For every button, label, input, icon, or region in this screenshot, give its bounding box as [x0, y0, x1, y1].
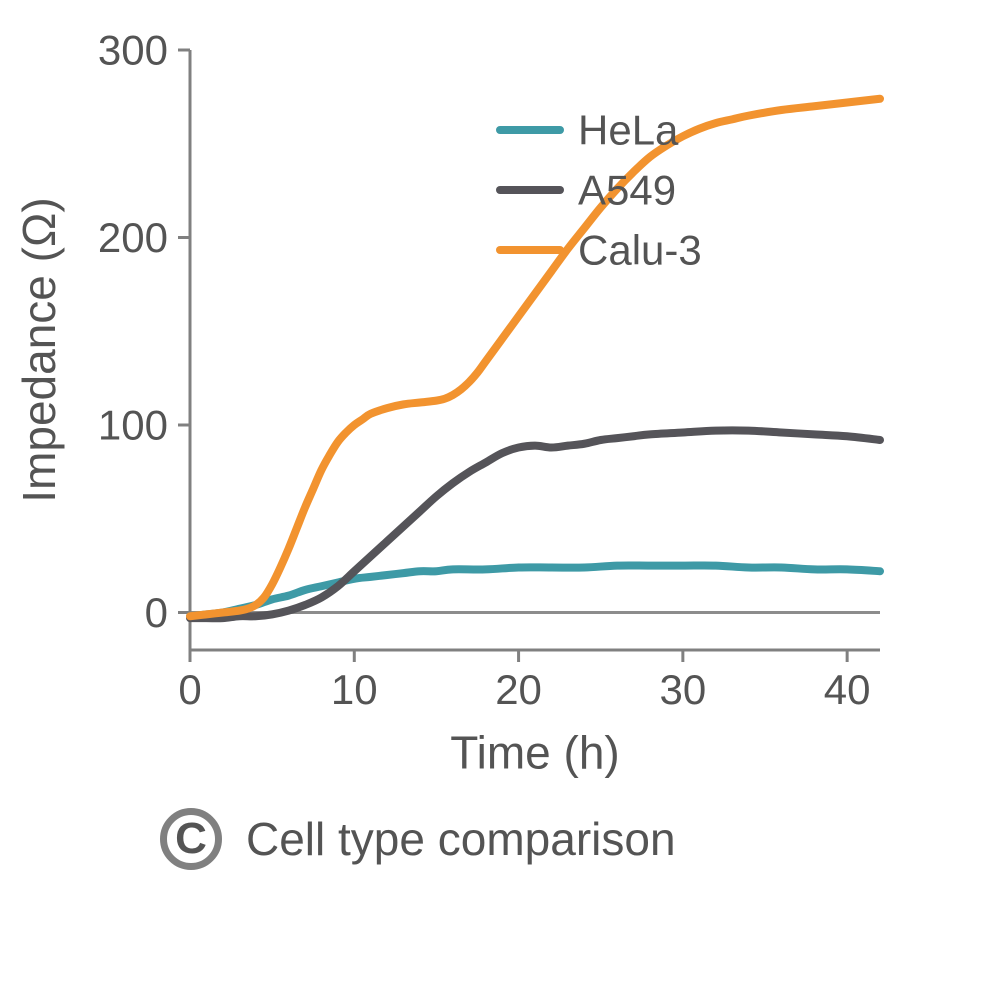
- x-tick-label: 40: [824, 666, 871, 713]
- y-tick-label: 200: [98, 214, 168, 261]
- panel-caption: C Cell type comparison: [160, 808, 676, 870]
- x-tick-label: 20: [495, 666, 542, 713]
- x-tick-label: 10: [331, 666, 378, 713]
- series-line-calu-3: [190, 99, 880, 617]
- y-tick-label: 0: [145, 589, 168, 636]
- x-tick-label: 0: [178, 666, 201, 713]
- legend-label: HeLa: [578, 107, 679, 154]
- panel-letter-badge: C: [160, 808, 222, 870]
- y-axis-label: Impedance (Ω): [13, 197, 65, 502]
- y-tick-label: 300: [98, 27, 168, 74]
- figure-container: 0 10 20 30 40 0 100 200 300 Time (h) Impedance (Ω)…: [0, 0, 1000, 1000]
- panel-caption-text: Cell type comparison: [246, 812, 676, 866]
- y-tick-label: 100: [98, 402, 168, 449]
- legend-label: A549: [578, 167, 676, 214]
- legend-label: Calu-3: [578, 227, 702, 274]
- x-axis-label: Time (h): [450, 726, 620, 778]
- panel-letter: C: [175, 814, 207, 864]
- x-tick-label: 30: [659, 666, 706, 713]
